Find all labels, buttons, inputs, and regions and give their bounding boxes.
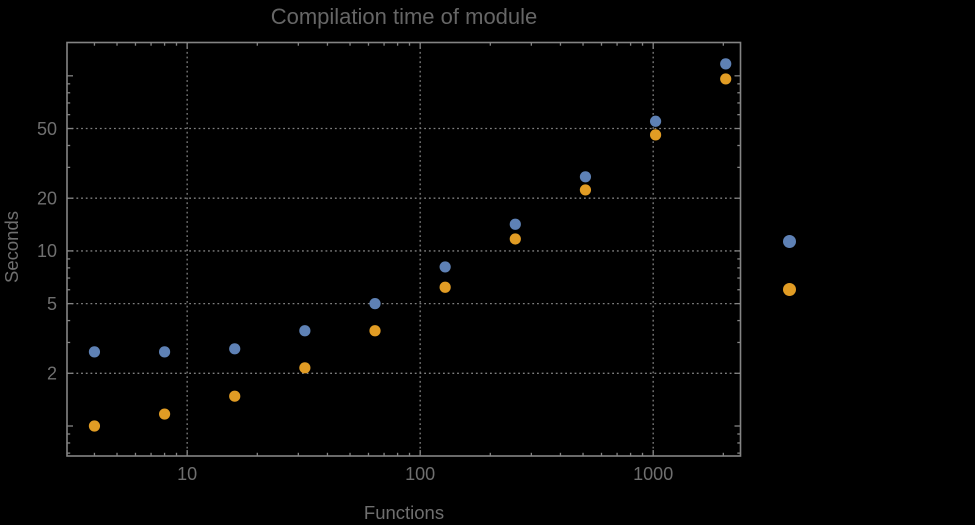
data-point — [579, 184, 592, 196]
gridlines — [67, 42, 741, 456]
y-tick-labels: 2 5 10 20 50 — [37, 119, 57, 384]
data-point — [509, 218, 521, 230]
series-series_blue — [88, 58, 732, 358]
x-tick-label: 10 — [177, 464, 197, 484]
legend-marker-series-blue — [783, 235, 796, 248]
data-point — [229, 343, 241, 355]
y-tick-label: 5 — [47, 294, 57, 314]
plot-frame — [66, 41, 742, 457]
data-point — [369, 325, 381, 337]
data-point — [720, 58, 732, 70]
series-series_orange — [88, 73, 732, 432]
data-point — [649, 129, 662, 141]
x-tick-label: 100 — [405, 464, 435, 484]
data-point — [299, 325, 311, 337]
data-point — [158, 346, 171, 358]
y-tick-label: 10 — [37, 241, 57, 261]
y-tick-label: 20 — [37, 189, 57, 209]
data-point — [649, 115, 662, 127]
data-point — [229, 390, 241, 402]
data-point — [158, 408, 171, 420]
data-point — [720, 73, 732, 85]
data-point — [439, 281, 451, 293]
y-tick-label: 2 — [47, 364, 57, 384]
data-point — [88, 420, 101, 432]
data-point — [579, 171, 592, 183]
y-tick-label: 50 — [37, 119, 57, 139]
x-axis-label: Functions — [363, 502, 445, 523]
legend-marker-series-orange — [783, 283, 796, 296]
x-tick-label: 1000 — [633, 464, 673, 484]
axis-ticks — [67, 42, 741, 456]
chart-title: Compilation time of module — [270, 4, 538, 29]
x-tick-labels: 10 100 1000 — [177, 464, 673, 484]
data-point — [369, 298, 381, 310]
data-point — [299, 362, 311, 374]
data-point — [88, 346, 101, 358]
data-point — [509, 233, 521, 245]
y-axis-label: Seconds — [1, 211, 22, 283]
data-point — [439, 261, 451, 273]
